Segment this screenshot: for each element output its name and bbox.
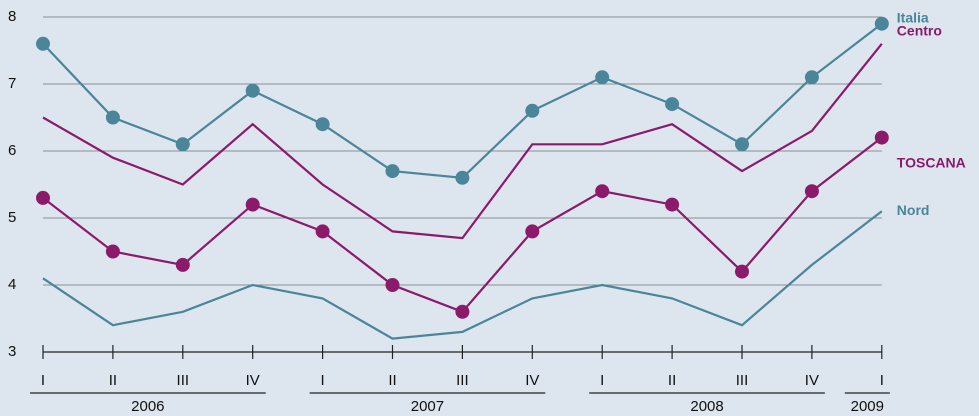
series-line bbox=[42, 22, 883, 179]
series-label: TOSCANA bbox=[897, 154, 966, 170]
x-tick-label: II bbox=[388, 372, 396, 389]
marker bbox=[385, 164, 400, 179]
x-tick-label: I bbox=[880, 372, 884, 389]
marker bbox=[665, 197, 680, 212]
x-tick-label: II bbox=[668, 372, 676, 389]
marker bbox=[874, 130, 889, 145]
marker bbox=[36, 190, 50, 205]
x-tick-label: III bbox=[456, 372, 469, 389]
y-tick-label: 7 bbox=[8, 75, 16, 92]
marker bbox=[525, 224, 540, 239]
marker bbox=[36, 36, 50, 51]
x-tick-label: IV bbox=[525, 372, 539, 389]
x-tick-label: IV bbox=[246, 372, 260, 389]
marker bbox=[315, 117, 330, 132]
marker bbox=[665, 97, 680, 112]
year-label: 2009 bbox=[851, 398, 884, 415]
x-tick-label: I bbox=[41, 372, 45, 389]
marker bbox=[455, 304, 470, 319]
x-tick-label: I bbox=[321, 372, 325, 389]
marker bbox=[245, 83, 260, 98]
marker bbox=[735, 264, 749, 279]
x-tick-label: IV bbox=[805, 372, 819, 389]
series-line bbox=[42, 210, 883, 340]
year-label: 2006 bbox=[131, 398, 164, 415]
marker bbox=[175, 137, 190, 152]
marker bbox=[385, 278, 400, 292]
series-line bbox=[42, 43, 883, 240]
y-tick-label: 6 bbox=[8, 142, 16, 159]
year-label: 2008 bbox=[690, 398, 723, 415]
marker bbox=[804, 184, 819, 199]
marker bbox=[874, 16, 889, 31]
x-tick-label: I bbox=[600, 372, 604, 389]
x-tick-label: III bbox=[736, 372, 749, 389]
series-label: Centro bbox=[897, 23, 942, 39]
year-label: 2007 bbox=[411, 398, 444, 415]
y-tick-label: 8 bbox=[8, 8, 16, 25]
marker bbox=[245, 197, 260, 212]
marker bbox=[105, 110, 120, 125]
marker bbox=[595, 70, 610, 85]
marker bbox=[525, 103, 540, 118]
marker bbox=[455, 170, 470, 185]
marker bbox=[175, 257, 190, 272]
x-tick-label: II bbox=[109, 372, 117, 389]
y-tick-label: 3 bbox=[8, 343, 16, 360]
y-tick-label: 4 bbox=[8, 276, 16, 293]
marker bbox=[804, 70, 819, 85]
y-tick-label: 5 bbox=[8, 209, 16, 226]
marker bbox=[105, 244, 120, 259]
series-label: Italia bbox=[897, 9, 929, 25]
marker bbox=[315, 224, 330, 239]
x-tick-label: III bbox=[177, 372, 190, 389]
series-label: Nord bbox=[897, 202, 930, 218]
marker bbox=[735, 137, 749, 152]
marker bbox=[595, 184, 610, 199]
